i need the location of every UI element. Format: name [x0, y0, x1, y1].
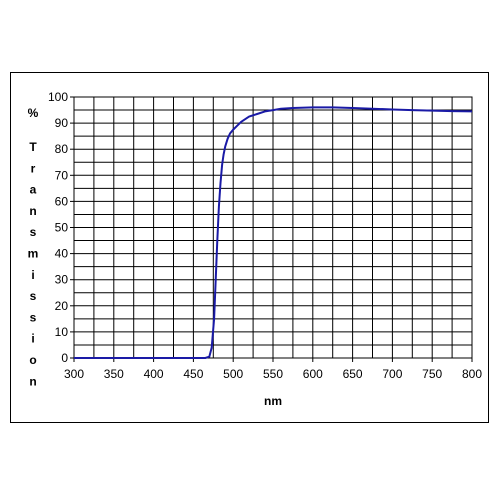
y-axis-label-letter: o — [29, 353, 36, 367]
y-axis-label-letter: T — [29, 140, 37, 154]
y-axis-label-letter: a — [30, 183, 37, 197]
y-axis-label-letter: n — [29, 204, 36, 218]
y-tick-label: 0 — [61, 351, 68, 365]
y-tick-label: 50 — [55, 221, 69, 235]
y-axis-unit: % — [28, 106, 39, 120]
chart-frame: 300 350 400 450 500 550 600 650 700 750 800 0 10 20 30… — [10, 72, 489, 423]
y-axis-label-letter: i — [31, 332, 34, 346]
x-tick-label: 650 — [343, 367, 363, 381]
x-tick-label: 300 — [64, 367, 84, 381]
y-axis-label-letter: i — [31, 268, 34, 282]
y-axis-label-letter: r — [31, 161, 36, 175]
y-tick-label: 20 — [55, 299, 69, 313]
y-tick-label: 40 — [55, 247, 69, 261]
transmission-chart: 300 350 400 450 500 550 600 650 700 750 800 0 10 20 30… — [28, 90, 483, 408]
series-line-transmission — [74, 106, 473, 359]
x-tick-label: 800 — [462, 367, 482, 381]
x-tick-label: 750 — [422, 367, 442, 381]
x-tick-label: 450 — [183, 367, 203, 381]
y-axis-label-letter: s — [30, 310, 37, 324]
y-axis-label-letter: s — [30, 225, 37, 239]
y-tick-label: 30 — [55, 273, 69, 287]
y-tick-label: 80 — [55, 142, 69, 156]
labels: 300 350 400 450 500 550 600 650 700 750 800 0 10 20 30… — [28, 90, 483, 408]
x-tick-label: 500 — [223, 367, 243, 381]
y-tick-label: 90 — [55, 116, 69, 130]
y-tick-label: 60 — [55, 194, 69, 208]
x-tick-label: 550 — [263, 367, 283, 381]
y-axis-label-letter: n — [29, 374, 36, 388]
axes — [70, 96, 473, 362]
y-axis-label-letter: s — [30, 289, 37, 303]
series — [74, 106, 473, 359]
y-tick-label: 70 — [55, 168, 69, 182]
x-tick-label: 600 — [303, 367, 323, 381]
x-tick-label: 700 — [382, 367, 402, 381]
y-tick-label: 100 — [48, 90, 68, 104]
x-axis-label: nm — [264, 394, 282, 408]
x-tick-label: 400 — [144, 367, 164, 381]
grid — [73, 96, 473, 359]
y-axis-label-letter: m — [28, 247, 39, 261]
y-tick-label: 10 — [55, 325, 69, 339]
x-tick-label: 350 — [104, 367, 124, 381]
